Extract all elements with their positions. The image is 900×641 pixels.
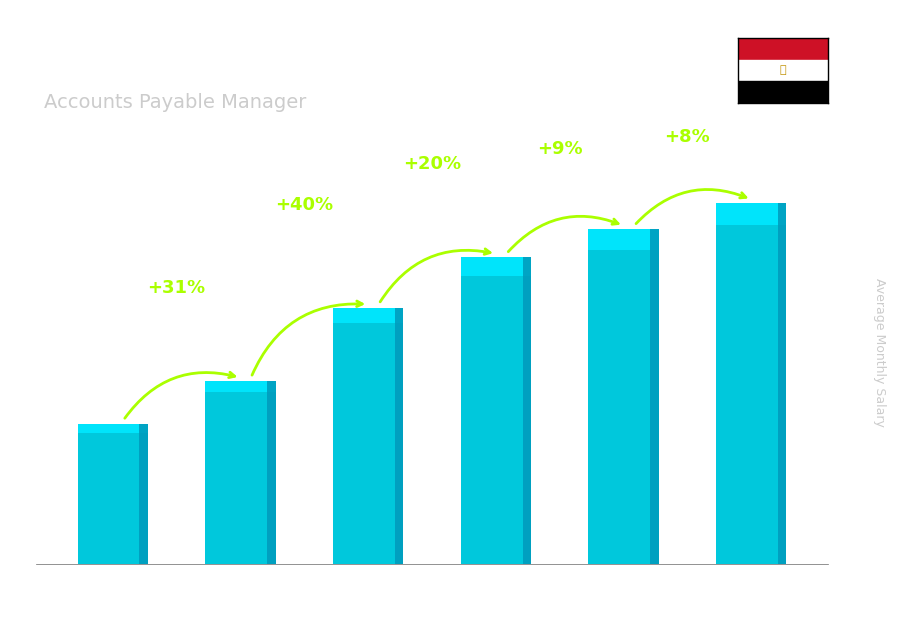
Bar <box>205 381 275 392</box>
Bar <box>140 424 148 564</box>
Bar <box>77 424 148 433</box>
Text: 19,300 EGP: 19,300 EGP <box>711 183 792 197</box>
Text: 13,700 EGP: 13,700 EGP <box>328 288 409 303</box>
Bar <box>267 381 275 564</box>
Bar <box>651 229 659 564</box>
Bar <box>589 229 659 564</box>
Bar <box>589 229 659 249</box>
Bar <box>716 203 787 225</box>
Bar <box>205 381 275 564</box>
Text: Average Monthly Salary: Average Monthly Salary <box>873 278 886 427</box>
Text: 7,480 EGP: 7,480 EGP <box>76 404 148 419</box>
Bar <box>461 258 531 276</box>
Text: +20%: +20% <box>403 155 461 173</box>
Text: Salary Comparison By Experience: Salary Comparison By Experience <box>44 57 570 85</box>
Bar <box>738 38 828 60</box>
Bar <box>77 424 148 564</box>
Bar <box>716 203 787 564</box>
Bar <box>333 308 403 564</box>
Text: Accounts Payable Manager: Accounts Payable Manager <box>44 93 306 112</box>
Text: 🦅: 🦅 <box>779 65 787 76</box>
Text: +31%: +31% <box>148 279 205 297</box>
Bar <box>395 308 403 564</box>
Text: +9%: +9% <box>537 140 582 158</box>
Bar <box>738 81 828 103</box>
Bar <box>523 258 531 564</box>
Text: 16,400 EGP: 16,400 EGP <box>455 238 536 252</box>
Text: +40%: +40% <box>275 197 333 215</box>
Text: 9,770 EGP: 9,770 EGP <box>204 362 276 376</box>
Text: 17,900 EGP: 17,900 EGP <box>583 210 664 224</box>
Bar <box>778 203 787 564</box>
Text: +8%: +8% <box>664 128 710 146</box>
Bar <box>333 308 403 323</box>
Text: salaryexplorer.com: salaryexplorer.com <box>371 617 529 635</box>
Bar <box>738 60 828 81</box>
Bar <box>461 258 531 564</box>
